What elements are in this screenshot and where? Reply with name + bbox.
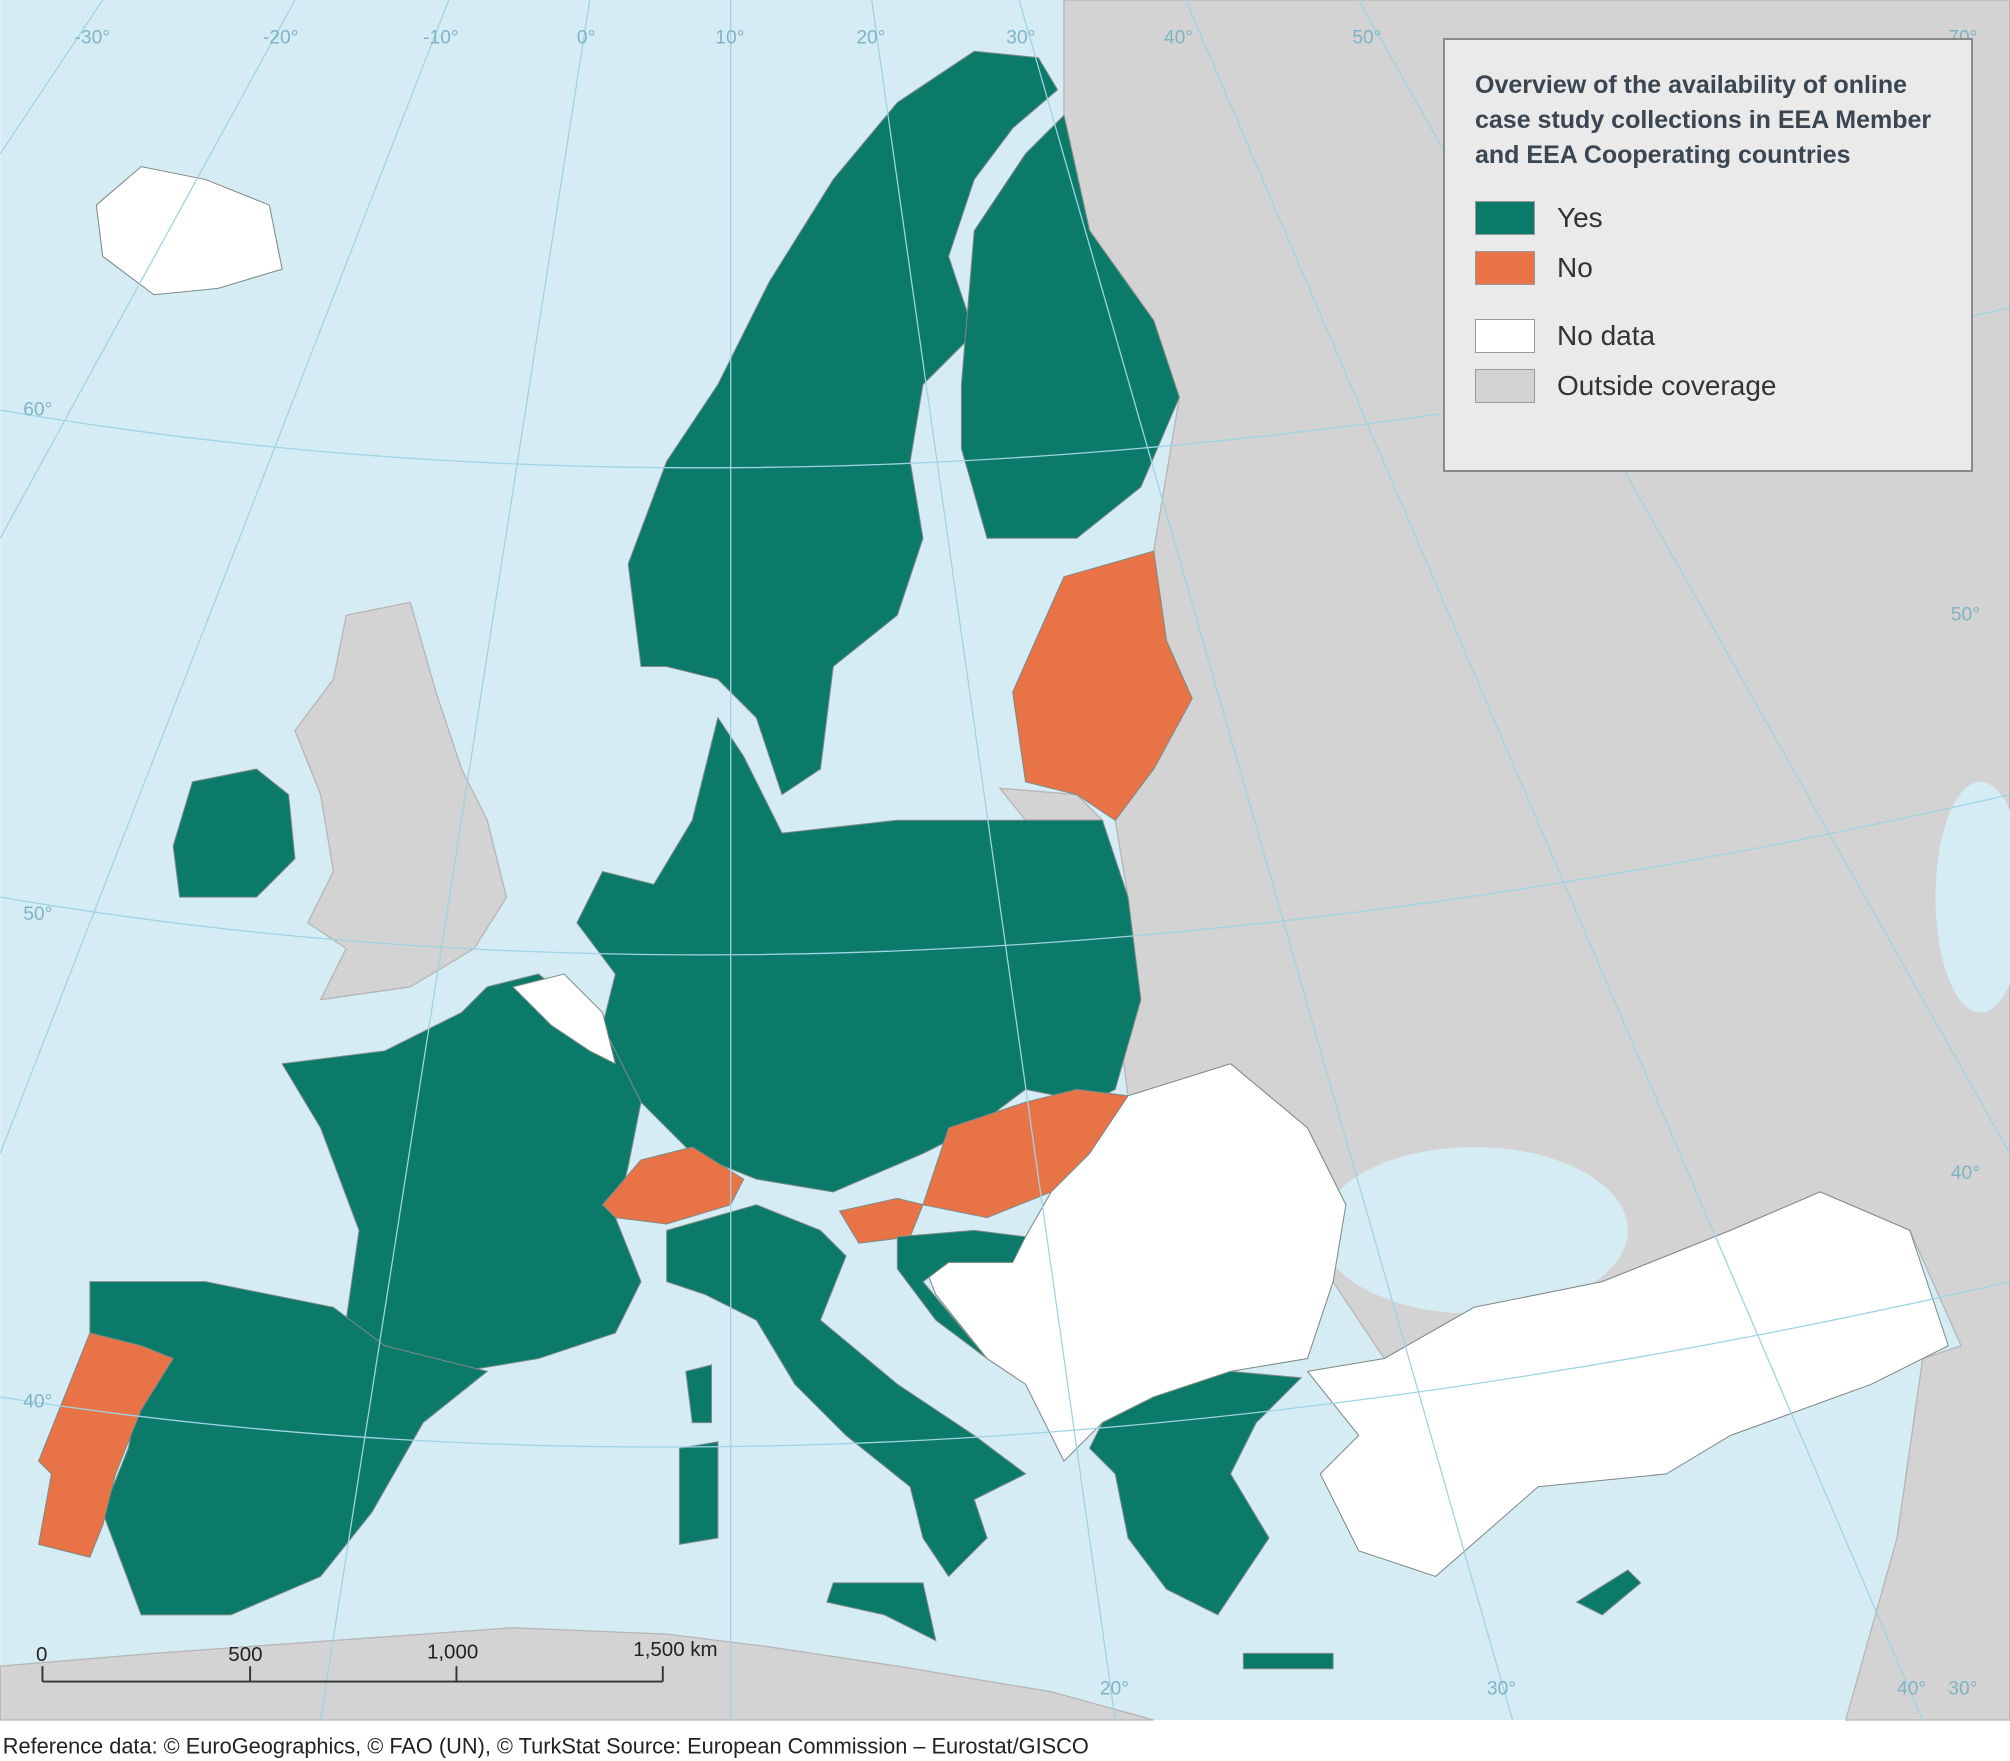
- legend-label: Yes: [1557, 202, 1603, 233]
- land-uk: [294, 601, 508, 1001]
- footer: Reference data: © EuroGeographics, © FAO…: [3, 1733, 1089, 1758]
- country: [1306, 1191, 1949, 1578]
- country: [38, 1332, 174, 1558]
- legend-item: No data: [1475, 311, 1941, 361]
- caspian-sea: [1935, 781, 2010, 1013]
- graticule-label: 50°: [1951, 604, 1980, 625]
- legend-item: Outside coverage: [1475, 361, 1941, 411]
- country: [1012, 550, 1193, 821]
- country: [627, 50, 1059, 796]
- graticule-label: 0°: [577, 28, 595, 49]
- graticule-label: 40°: [23, 1391, 52, 1412]
- countries: [38, 50, 1949, 1670]
- legend-swatch: [1475, 251, 1535, 285]
- country: [576, 716, 1142, 1193]
- country: [678, 1441, 719, 1546]
- graticule-label: 50°: [23, 904, 52, 925]
- country: [281, 973, 642, 1372]
- graticule-label: 10°: [715, 28, 744, 49]
- legend-title: Overview of the availability of online c…: [1475, 71, 1932, 169]
- land-africa: [0, 1627, 1154, 1721]
- black-sea: [1320, 1147, 1628, 1314]
- legend-item: Yes: [1475, 193, 1941, 243]
- country: [666, 1204, 1027, 1578]
- meridian: [1185, 0, 1924, 1721]
- country: [685, 1364, 713, 1424]
- scale-label: 500: [228, 1643, 262, 1666]
- meridian: [1018, 0, 1514, 1721]
- country: [896, 1229, 1027, 1359]
- legend-swatch: [1475, 369, 1535, 403]
- graticule: -30° -20° -10° 0° 10° 20° 30° 40° 50° 60…: [0, 0, 2010, 1721]
- legend-label: No: [1557, 252, 1593, 283]
- graticule-label: 40°: [1951, 1163, 1980, 1184]
- graticule-label: 30°: [1948, 1678, 1977, 1699]
- legend-swatch: [1475, 201, 1535, 235]
- scale-label: 1,500 km: [633, 1638, 717, 1661]
- meridian: [871, 0, 1116, 1721]
- graticule-label: 20°: [1100, 1678, 1129, 1699]
- country: [1575, 1569, 1642, 1616]
- graticule-label: 30°: [1487, 1678, 1516, 1699]
- country: [1242, 1652, 1334, 1670]
- legend: Overview of the availability of online c…: [1443, 38, 1973, 472]
- graticule-label: -20°: [263, 28, 298, 49]
- meridian: [319, 0, 591, 1721]
- country: [838, 1197, 924, 1244]
- parallel: [0, 794, 2010, 956]
- legend-label: No data: [1557, 320, 1656, 351]
- parallel: [0, 1281, 2010, 1448]
- graticule-label: 50°: [1352, 28, 1381, 49]
- country: [511, 973, 617, 1065]
- legend-item: No: [1475, 243, 1941, 293]
- graticule-label: 20°: [856, 28, 885, 49]
- legend-label: Outside coverage: [1557, 370, 1777, 401]
- graticule-label: 60°: [23, 399, 52, 420]
- graticule-label: 30°: [1006, 28, 1035, 49]
- scale-bar: 0 500 1,000 1,500 km: [36, 1638, 718, 1683]
- graticule-label: -10°: [423, 28, 458, 49]
- meridian: [0, 0, 450, 1154]
- meridian: [0, 0, 296, 539]
- meridian: [0, 0, 104, 155]
- legend-swatch: [1475, 319, 1535, 353]
- country: [95, 166, 283, 296]
- country: [960, 114, 1180, 539]
- country: [826, 1582, 937, 1642]
- scale-label: 0: [36, 1643, 47, 1666]
- country: [1088, 1370, 1303, 1616]
- country: [172, 768, 296, 898]
- graticule-label: -30°: [75, 28, 110, 49]
- graticule-label: 40°: [1164, 28, 1193, 49]
- country: [922, 1063, 1347, 1462]
- scale-label: 1,000: [427, 1640, 478, 1663]
- country: [601, 1146, 745, 1225]
- graticule-label: 40°: [1897, 1678, 1926, 1699]
